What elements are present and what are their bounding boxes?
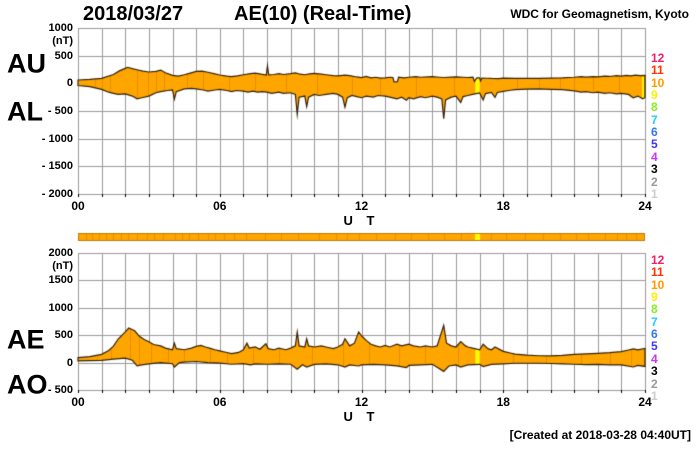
ytick-label: 1500 <box>48 274 73 287</box>
station-count-legend-9: 9 <box>651 88 658 103</box>
xtick-label: 00 <box>71 199 85 213</box>
index-label-al: AL <box>7 96 43 127</box>
station-count-legend-2: 2 <box>651 376 658 391</box>
x-axis-label: U T <box>343 213 380 228</box>
ytick-label: 1000 <box>48 22 73 34</box>
ytick-label: 0 <box>66 356 73 369</box>
station-count-legend-6: 6 <box>651 327 658 342</box>
station-count-legend-8: 8 <box>651 100 658 115</box>
station-count-legend-12: 12 <box>651 253 665 267</box>
xtick-label: 12 <box>354 395 369 409</box>
y-axis-unit: (nT) <box>52 35 73 47</box>
station-count-legend-9: 9 <box>651 290 658 305</box>
station-count-legend-12: 12 <box>651 51 665 65</box>
station-count-legend-8: 8 <box>651 302 658 317</box>
index-label-au: AU <box>7 48 46 79</box>
y-axis-unit: (nT) <box>52 260 73 272</box>
data-source-label: WDC for Geomagnetism, Kyoto <box>510 7 689 21</box>
station-count-legend-4: 4 <box>651 351 658 366</box>
xtick-label: 24 <box>638 395 652 409</box>
ytick-label: 500 <box>54 49 73 62</box>
station-count-legend-11: 11 <box>651 63 664 78</box>
ytick-label: - 1500 <box>41 160 73 173</box>
ytick-label: 500 <box>54 329 73 342</box>
ytick-label: 1000 <box>48 301 73 314</box>
x-axis-label: U T <box>343 409 380 424</box>
ytick-label: - 500 <box>47 105 73 117</box>
ytick-label: - 500 <box>47 384 73 396</box>
ytick-label: 2000 <box>48 247 73 259</box>
station-count-legend-1: 1 <box>651 186 658 201</box>
station-count-legend-3: 3 <box>651 364 658 379</box>
station-count-legend-10: 10 <box>651 277 665 292</box>
xtick-label: 18 <box>496 395 510 409</box>
station-count-legend-1: 1 <box>651 388 658 403</box>
index-label-ao: AO <box>7 369 48 400</box>
xtick-label: 18 <box>496 199 510 213</box>
station-count-legend-2: 2 <box>651 174 658 189</box>
index-label-ae: AE <box>7 324 45 355</box>
station-count-legend-5: 5 <box>651 137 658 152</box>
created-timestamp: [Created at 2018-03-28 04:40UT] <box>509 428 691 442</box>
station-count-legend-3: 3 <box>651 162 658 177</box>
station-count-legend-5: 5 <box>651 339 658 354</box>
ytick-label: 0 <box>66 77 73 90</box>
xtick-label: 00 <box>71 395 85 409</box>
station-count-legend-7: 7 <box>651 112 658 127</box>
station-count-legend-10: 10 <box>651 75 665 90</box>
ytick-label: - 1000 <box>41 132 73 145</box>
station-count-legend-7: 7 <box>651 314 658 329</box>
plot-title: AE(10) (Real-Time) <box>234 3 412 25</box>
xtick-label: 24 <box>638 199 652 213</box>
xtick-label: 06 <box>213 199 227 213</box>
station-count-legend-6: 6 <box>651 125 658 140</box>
xtick-label: 12 <box>354 199 369 213</box>
station-count-legend-4: 4 <box>651 149 658 164</box>
plot-date: 2018/03/27 <box>83 3 184 25</box>
ytick-label: - 2000 <box>41 188 73 200</box>
station-count-legend-11: 11 <box>651 265 664 280</box>
xtick-label: 06 <box>213 395 227 409</box>
